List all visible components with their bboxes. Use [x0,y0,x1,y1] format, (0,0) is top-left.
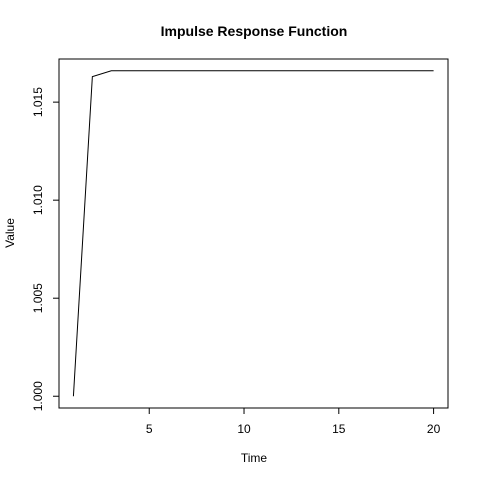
y-tick-label: 1.015 [31,87,45,117]
x-tick-label: 5 [146,422,153,436]
y-tick-label: 1.000 [31,381,45,411]
x-tick-label: 15 [332,422,346,436]
x-axis-label: Time [241,451,268,465]
series-group [72,70,434,397]
y-axis-label: Value [3,218,17,248]
y-tick-label: 1.005 [31,283,45,313]
y-axis: 1.000 1.005 1.010 1.015 [31,87,60,411]
x-axis: 5 10 15 20 [146,407,441,436]
series-line [72,70,434,397]
y-tick-label: 1.010 [31,185,45,215]
x-tick-label: 20 [427,422,441,436]
chart-title: Impulse Response Function [161,23,348,39]
x-tick-label: 10 [237,422,251,436]
